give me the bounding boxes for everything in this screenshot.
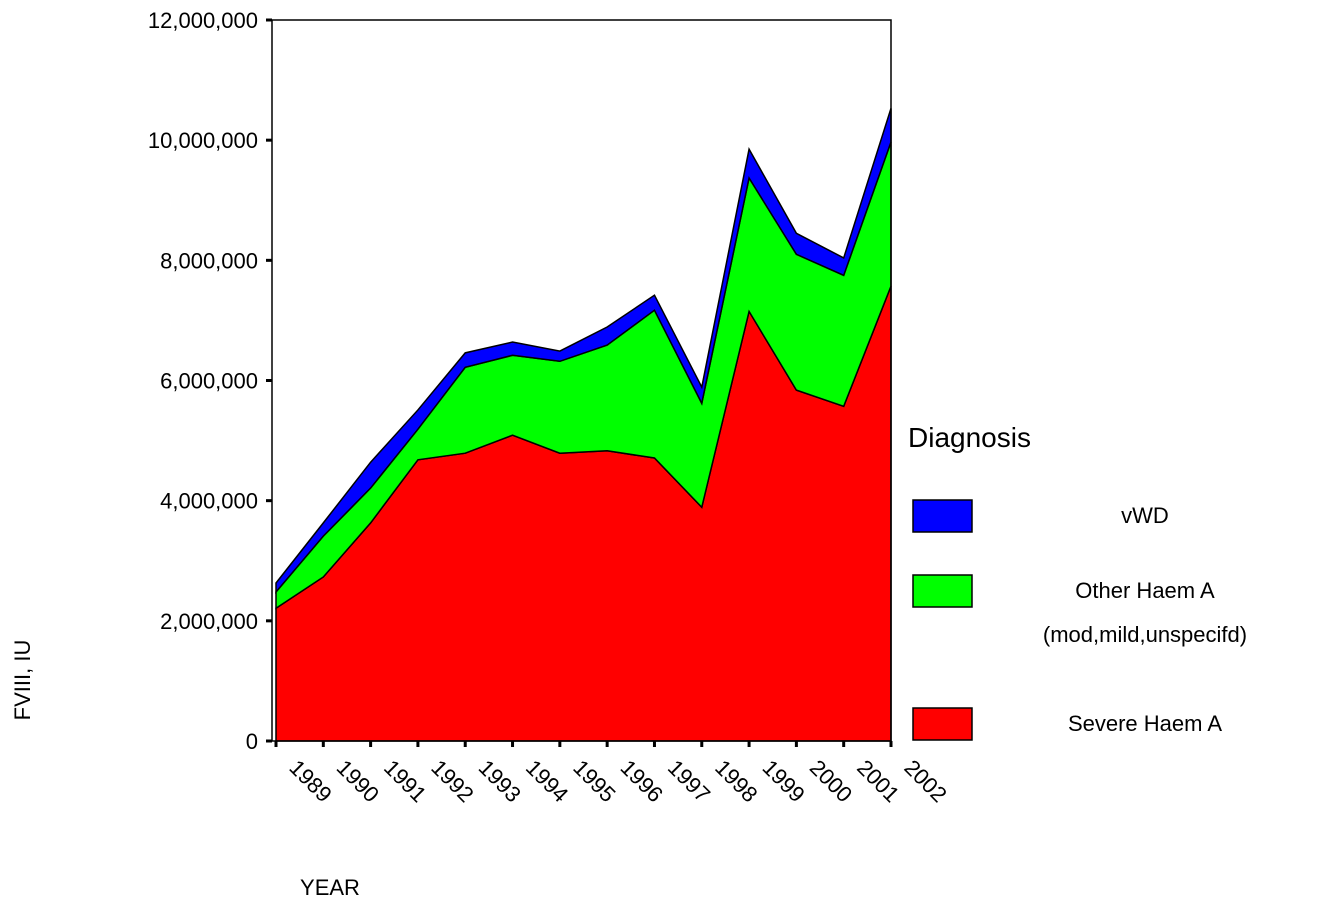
legend-swatch	[912, 574, 973, 608]
x-tick-label: 1996	[616, 755, 668, 807]
x-tick-label: 1991	[379, 755, 431, 807]
legend-label: vWD	[1121, 503, 1169, 528]
y-tick-label: 12,000,000	[148, 8, 258, 33]
y-axis-label: FVIII, IU	[10, 640, 35, 721]
legend-label: Other Haem A (mod,mild,unspecifd)	[1042, 578, 1248, 647]
x-tick-label: 1999	[758, 755, 810, 807]
legend-label: Severe Haem A	[1067, 711, 1223, 736]
y-tick-label: 4,000,000	[160, 489, 258, 514]
x-tick-label: 2000	[805, 755, 857, 807]
x-tick-label: 1995	[568, 755, 620, 807]
x-tick-label: 1997	[663, 755, 715, 807]
x-tick-label: 1993	[474, 755, 526, 807]
x-tick-label: 2002	[899, 755, 951, 807]
y-tick-label: 2,000,000	[160, 609, 258, 634]
legend-swatch	[912, 499, 973, 533]
legend-swatch	[912, 707, 973, 741]
x-tick-label: 1992	[426, 755, 478, 807]
y-tick-label: 0	[246, 729, 258, 754]
y-tick-label: 8,000,000	[160, 248, 258, 273]
x-tick-label: 1998	[710, 755, 762, 807]
y-tick-label: 6,000,000	[160, 369, 258, 394]
y-tick-label: 10,000,000	[148, 128, 258, 153]
x-tick-label: 1990	[332, 755, 384, 807]
x-tick-label: 1994	[521, 755, 573, 807]
x-tick-label: 2001	[852, 755, 904, 807]
legend-title: Diagnosis	[908, 422, 1031, 453]
x-tick-label: 1989	[284, 755, 336, 807]
x-axis-label: YEAR	[300, 875, 360, 900]
